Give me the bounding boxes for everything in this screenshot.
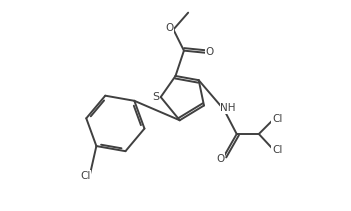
Text: NH: NH: [220, 103, 236, 113]
Text: O: O: [165, 23, 174, 33]
Text: Cl: Cl: [80, 171, 91, 181]
Text: O: O: [206, 47, 214, 57]
Text: S: S: [153, 92, 160, 102]
Text: Cl: Cl: [272, 114, 283, 124]
Text: O: O: [216, 154, 224, 164]
Text: Cl: Cl: [272, 145, 283, 155]
